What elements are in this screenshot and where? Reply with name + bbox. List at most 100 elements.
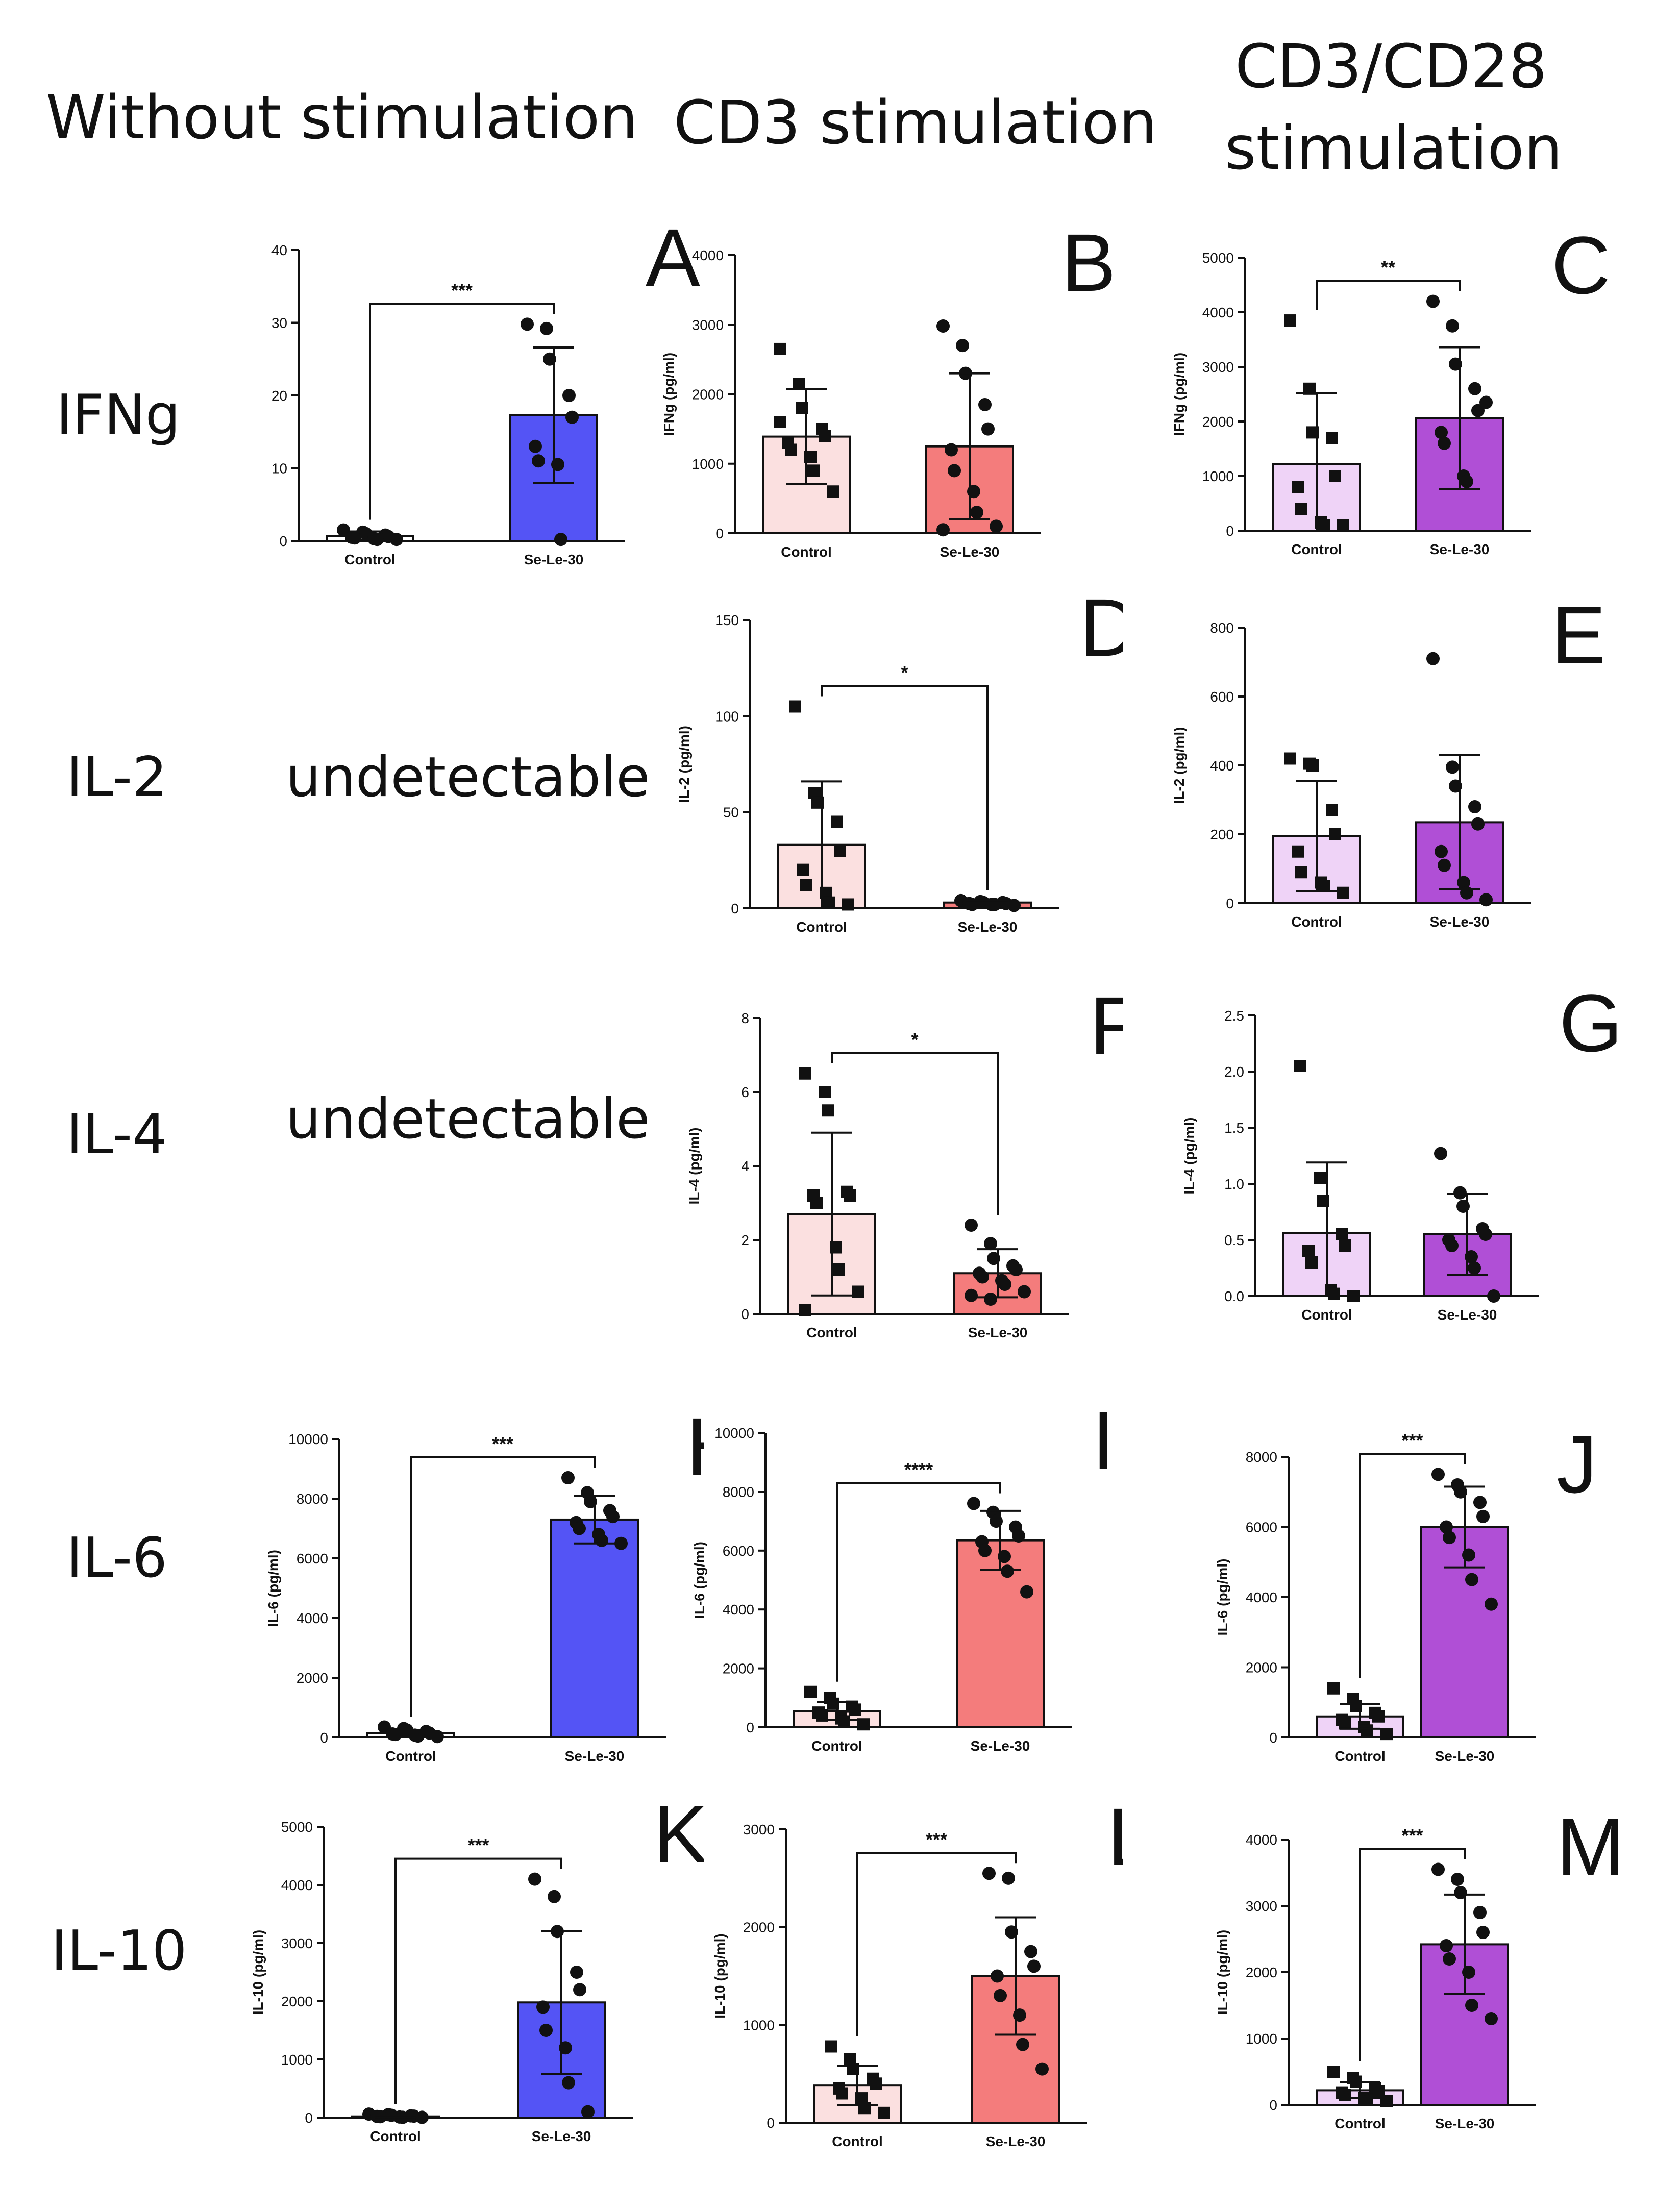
y-tick-label: 3000 [1202, 359, 1234, 375]
data-point [978, 1544, 992, 1557]
chart-panel-i: 0 2000 4000 6000 8000 10000 IL-6 (pg/ml) Contro… [691, 1408, 1115, 1754]
data-point [1328, 1287, 1340, 1300]
y-tick-label: 4000 [297, 1610, 328, 1626]
data-point [565, 410, 579, 424]
y-tick-label: 4000 [1202, 305, 1234, 320]
y-tick-label: 3000 [743, 1822, 775, 1837]
data-point [1329, 470, 1341, 482]
data-point [1445, 1239, 1459, 1252]
y-tick-label: 6000 [723, 1543, 754, 1559]
data-point [834, 844, 846, 857]
data-point [991, 1969, 1004, 1983]
x-tick-label: Control [806, 1325, 857, 1340]
data-point [810, 1197, 823, 1209]
data-point [827, 485, 839, 498]
x-tick-label: Control [385, 1748, 436, 1764]
x-tick-label: Se-Le-30 [968, 1325, 1028, 1340]
chart-panel-f: 0 2 4 6 8 IL-4 (pg/ml) Control Se-Le-30 * F [686, 980, 1123, 1340]
panel-letter: G [1559, 980, 1622, 1069]
data-point [554, 533, 567, 546]
y-axis-label: IFNg (pg/ml) [1174, 353, 1187, 436]
x-tick-label: Control [1335, 1748, 1386, 1764]
significance-label: *** [451, 280, 473, 301]
data-point [1361, 1724, 1373, 1737]
data-point [822, 1104, 834, 1117]
significance-bracket [1359, 1453, 1466, 1678]
data-point [976, 1270, 989, 1284]
data-point [561, 1471, 575, 1485]
data-point [1295, 866, 1307, 879]
data-point [581, 2105, 595, 2119]
y-tick-label: 4 [741, 1158, 749, 1174]
data-point [1016, 2038, 1029, 2051]
y-tick-label: 20 [271, 388, 287, 404]
significance-bracket [836, 1482, 1001, 1682]
y-tick-label: 5000 [1202, 250, 1234, 266]
y-axis-label: IFNg (pg/ml) [663, 353, 677, 436]
y-axis-label: IL-6 (pg/ml) [265, 1550, 281, 1627]
panel-letter: J [1557, 1419, 1597, 1510]
data-point [1326, 432, 1338, 444]
data-point [774, 416, 786, 428]
data-point [1292, 481, 1304, 493]
data-point [1446, 319, 1459, 333]
data-point [1001, 1564, 1014, 1578]
row-label-ifng: IFNg [56, 383, 181, 447]
x-tick-label: Se-Le-30 [1430, 914, 1490, 930]
data-point [390, 533, 403, 546]
data-point [1302, 1245, 1315, 1257]
y-axis-label: IL-4 (pg/ml) [686, 1128, 702, 1205]
y-tick-label: 1.5 [1224, 1120, 1244, 1136]
significance-label: ** [1381, 257, 1395, 278]
chart-panel-l: 0 1000 2000 3000 IL-10 (pg/ml) Control Se-Le-3… [712, 1791, 1123, 2149]
x-tick-label: Se-Le-30 [958, 919, 1018, 935]
y-tick-label: 200 [1210, 827, 1234, 842]
x-tick-label: Se-Le-30 [1438, 1307, 1497, 1323]
panel-letter: L [1107, 1791, 1123, 1882]
y-tick-label: 0 [715, 526, 724, 541]
data-point [878, 2106, 890, 2119]
chart-panel-b: 0 1000 2000 3000 4000 IFNg (pg/ml) Control Se-L… [663, 217, 1116, 560]
data-point [1471, 404, 1485, 417]
x-tick-label: Control [1291, 914, 1342, 930]
y-tick-label: 150 [715, 612, 739, 628]
y-tick-label: 0.0 [1224, 1288, 1244, 1304]
data-point [1012, 1529, 1025, 1543]
y-tick-label: 1000 [1246, 2031, 1277, 2047]
y-tick-label: 6000 [297, 1551, 328, 1567]
significance-label: *** [926, 1829, 947, 1850]
data-point [562, 2076, 575, 2090]
il4-undetectable-note: undetectable [286, 1087, 650, 1151]
data-point [548, 1890, 561, 1903]
data-point [1451, 1873, 1464, 1886]
data-point [1435, 844, 1448, 858]
panel-letter: B [1061, 217, 1116, 308]
significance-label: * [901, 662, 908, 683]
y-tick-label: 4000 [281, 1877, 313, 1893]
y-tick-label: 800 [1210, 620, 1234, 636]
data-point [1440, 1939, 1453, 1952]
data-point [1361, 2093, 1373, 2106]
y-tick-label: 8 [741, 1010, 749, 1026]
y-tick-label: 2000 [297, 1670, 328, 1686]
y-tick-label: 2000 [743, 1920, 775, 1935]
data-point [1479, 395, 1493, 409]
data-point [833, 1263, 845, 1276]
data-point [1327, 2066, 1340, 2078]
bar-se-le-30 [550, 1518, 639, 1738]
header-without-stimulation: Without stimulation [46, 82, 638, 153]
significance-label: **** [904, 1459, 933, 1480]
header-cd3-stimulation: CD3 stimulation [674, 87, 1157, 158]
y-tick-label: 10000 [288, 1431, 328, 1447]
data-point [1035, 2062, 1049, 2076]
y-axis-label: IL-2 (pg/ml) [676, 726, 692, 803]
data-point [1479, 1228, 1492, 1241]
x-tick-label: Control [811, 1738, 862, 1754]
data-point [536, 2000, 550, 2014]
data-point [936, 523, 950, 537]
significance-bracket [394, 1857, 562, 2104]
data-point [1431, 1862, 1445, 1876]
y-axis-label: IL-10 (pg/ml) [250, 1930, 266, 2015]
significance-bracket [831, 1052, 999, 1215]
data-point [573, 1983, 586, 1997]
